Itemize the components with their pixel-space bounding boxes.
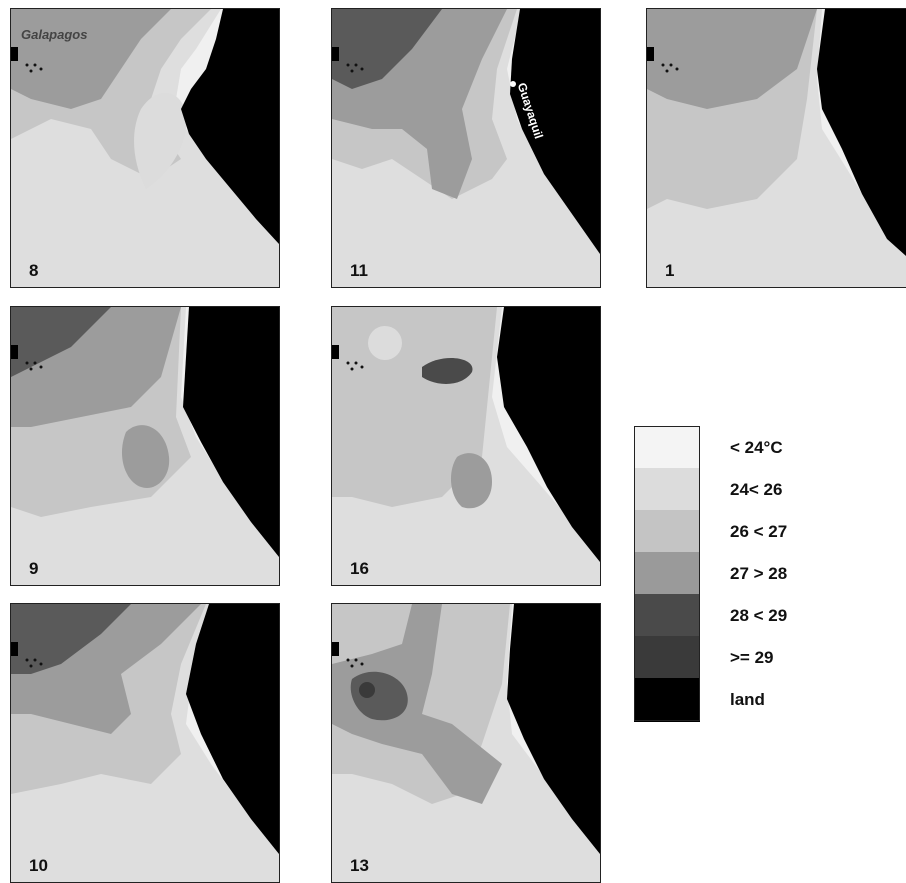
legend-swatch [634,678,700,722]
panel-number: 10 [29,856,48,875]
legend-swatch [634,426,700,470]
legend-label: 27 > 28 [730,564,788,583]
legend-item: 24< 26 [634,468,906,512]
sst-map-panel-13: 13 [331,603,601,883]
panel-number: 11 [350,261,368,280]
legend-label: 28 < 29 [730,606,788,625]
legend-item: land [634,678,906,722]
sst-map-panel-16: 16 [331,306,601,586]
sst-map [11,9,279,287]
legend-swatch [634,468,700,512]
sst-map [332,604,600,882]
legend-item: >= 29 [634,636,906,680]
sst-map-panel-1: 1 [646,8,906,288]
panel-number: 9 [29,559,39,578]
legend-item: < 24°C [634,426,906,470]
legend-label: >= 29 [730,648,774,667]
sst-map-panel-9: 9 [10,306,280,586]
sst-map-panel-8: Galapagos 8 [10,8,280,288]
legend-swatch [634,510,700,554]
legend-item: 27 > 28 [634,552,906,596]
sst-map-panel-11: Guayaquil 11 [331,8,601,288]
panel-number: 16 [350,559,369,578]
legend-label: < 24°C [730,438,783,457]
sst-map [11,604,279,882]
sst-map [11,307,279,585]
legend-label: land [730,690,765,709]
panel-number: 13 [350,856,369,875]
sst-map [332,307,600,585]
sst-map-panel-10: 10 [10,603,280,883]
panel-number: 8 [29,261,39,280]
legend-swatch [634,552,700,596]
guayaquil-marker [510,81,516,87]
panel-number: 1 [665,261,675,280]
legend-label: 24< 26 [730,480,783,499]
legend-label: 26 < 27 [730,522,788,541]
galapagos-label: Galapagos [21,27,88,42]
legend-item: 28 < 29 [634,594,906,638]
legend-swatch [634,594,700,638]
legend-frame [634,426,700,721]
sst-map [647,9,906,287]
legend-item: 26 < 27 [634,510,906,554]
sst-map [332,9,600,287]
legend-swatch [634,636,700,680]
